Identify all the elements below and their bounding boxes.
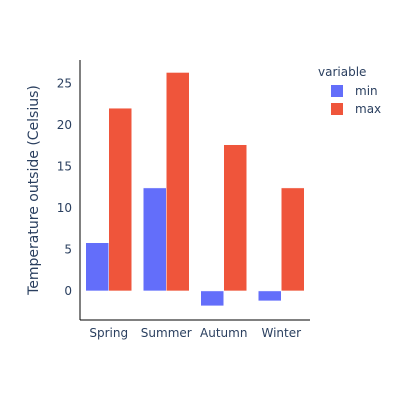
x-tick-label: Spring	[89, 326, 128, 340]
bar-max-spring	[108, 107, 132, 292]
legend-swatch-max	[331, 103, 343, 115]
y-axis-title: Temperature outside (Celsius)	[26, 85, 42, 296]
legend: variable min max	[318, 65, 381, 116]
legend-swatch-min	[331, 85, 343, 97]
plot-area	[85, 72, 305, 307]
bar-max-autumn	[223, 144, 247, 292]
x-tick-label: Autumn	[200, 326, 247, 340]
y-tick-label: 0	[64, 284, 72, 298]
bar-min-summer	[143, 187, 167, 292]
y-tick-label: 25	[57, 76, 72, 90]
y-tick-label: 5	[64, 242, 72, 256]
x-tick-label: Winter	[261, 326, 301, 340]
y-tick-label: 10	[57, 201, 72, 215]
bar-min-spring	[85, 242, 109, 292]
axes	[79, 60, 310, 321]
x-tick-label: Summer	[141, 326, 192, 340]
bar-min-autumn	[200, 290, 224, 307]
y-tick-label: 15	[57, 159, 72, 173]
bar-min-winter	[258, 290, 282, 302]
y-tick-labels: 0 5 10 15 20 25	[57, 76, 72, 298]
y-tick-label: 20	[57, 118, 72, 132]
legend-title: variable	[318, 65, 366, 79]
bar-max-winter	[281, 187, 305, 292]
x-tick-labels: Spring Summer Autumn Winter	[89, 326, 301, 340]
legend-label-max: max	[355, 102, 381, 116]
bar-max-summer	[166, 72, 190, 292]
legend-label-min: min	[355, 84, 378, 98]
